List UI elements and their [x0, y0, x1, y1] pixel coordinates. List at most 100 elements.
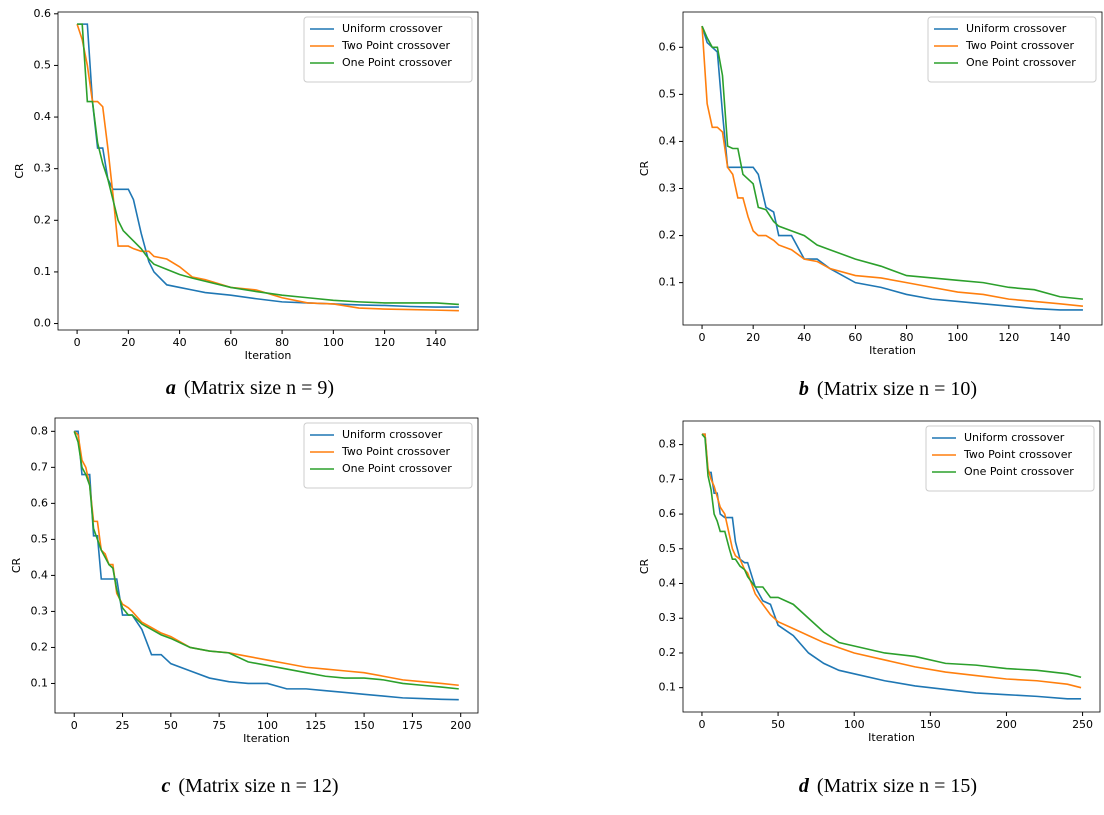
caption: c (Matrix size n = 12) — [161, 775, 338, 797]
legend-label: Uniform crossover — [342, 22, 443, 35]
x-tick-label: 100 — [257, 719, 278, 732]
y-tick-label: 0.1 — [31, 676, 49, 689]
x-tick-label: 75 — [212, 719, 226, 732]
legend-label: Uniform crossover — [966, 22, 1067, 35]
x-tick-label: 100 — [844, 718, 865, 731]
legend-label: One Point crossover — [966, 56, 1076, 69]
y-tick-label: 0.1 — [659, 681, 677, 694]
x-tick-label: 140 — [1049, 331, 1070, 344]
x-tick-label: 250 — [1072, 718, 1093, 731]
legend-label: One Point crossover — [964, 465, 1074, 478]
y-tick-label: 0.5 — [659, 87, 677, 100]
legend-box — [927, 16, 1097, 83]
caption: a (Matrix size n = 9) — [166, 377, 334, 399]
series-line — [73, 431, 459, 690]
caption-text: (Matrix size n = 15) — [817, 775, 977, 797]
x-tick-label: 100 — [947, 331, 968, 344]
y-axis-label: CR — [13, 163, 26, 179]
x-axis-label: Iteration — [245, 349, 292, 362]
plot-frame — [682, 11, 1103, 326]
y-tick-label: 0.3 — [659, 611, 677, 624]
x-tick-label: 0 — [699, 331, 706, 344]
x-axis-label: Iteration — [243, 732, 290, 745]
y-axis-label: CR — [10, 557, 23, 573]
series-line — [701, 26, 1084, 307]
legend-label: Two Point crossover — [341, 39, 450, 52]
x-tick-label: 140 — [425, 336, 446, 349]
legend-label: Two Point crossover — [341, 445, 450, 458]
x-tick-label: 60 — [224, 336, 238, 349]
x-tick-label: 150 — [354, 719, 375, 732]
x-tick-label: 0 — [74, 336, 81, 349]
caption-label: c — [161, 775, 170, 797]
x-tick-label: 80 — [900, 331, 914, 344]
x-tick-label: 125 — [305, 719, 326, 732]
caption: b (Matrix size n = 10) — [799, 378, 977, 400]
y-tick-label: 0.2 — [659, 229, 677, 242]
x-tick-label: 150 — [920, 718, 941, 731]
y-tick-label: 0.7 — [31, 460, 49, 473]
y-tick-label: 0.8 — [659, 438, 677, 451]
y-tick-label: 0.0 — [34, 317, 52, 330]
y-tick-label: 0.5 — [659, 542, 677, 555]
x-tick-label: 20 — [121, 336, 135, 349]
x-tick-label: 20 — [746, 331, 760, 344]
y-tick-label: 0.8 — [31, 424, 49, 437]
y-tick-label: 0.2 — [34, 213, 52, 226]
x-axis-label: Iteration — [868, 731, 915, 744]
x-tick-label: 120 — [998, 331, 1019, 344]
series-line — [701, 433, 1082, 689]
x-tick-label: 200 — [996, 718, 1017, 731]
series-line — [701, 433, 1082, 679]
y-tick-label: 0.3 — [31, 604, 49, 617]
y-tick-label: 0.3 — [659, 182, 677, 195]
y-tick-label: 0.6 — [659, 507, 677, 520]
y-tick-label: 0.5 — [31, 532, 49, 545]
caption-text: (Matrix size n = 9) — [184, 377, 334, 399]
legend-box — [303, 422, 473, 489]
legend-label: Uniform crossover — [964, 431, 1065, 444]
y-tick-label: 0.5 — [34, 58, 52, 71]
legend-box — [925, 425, 1095, 492]
x-tick-label: 40 — [797, 331, 811, 344]
x-tick-label: 50 — [164, 719, 178, 732]
x-tick-label: 60 — [848, 331, 862, 344]
series-line — [701, 433, 1082, 700]
y-tick-label: 0.6 — [31, 496, 49, 509]
y-tick-label: 0.6 — [34, 7, 52, 20]
y-tick-label: 0.6 — [659, 40, 677, 53]
caption-label: a — [166, 377, 176, 399]
series-line — [77, 23, 459, 308]
x-tick-label: 100 — [323, 336, 344, 349]
y-axis-label: CR — [638, 558, 651, 574]
caption-text: (Matrix size n = 12) — [178, 775, 338, 797]
y-tick-label: 0.1 — [34, 265, 52, 278]
y-axis-label: CR — [638, 160, 651, 176]
x-tick-label: 0 — [698, 718, 705, 731]
caption-label: d — [799, 775, 810, 797]
legend-label: Uniform crossover — [342, 428, 443, 441]
legend-label: One Point crossover — [342, 462, 452, 475]
y-tick-label: 0.4 — [659, 134, 677, 147]
y-tick-label: 0.3 — [34, 162, 52, 175]
legend-label: Two Point crossover — [965, 39, 1074, 52]
x-tick-label: 80 — [275, 336, 289, 349]
series-line — [701, 25, 1084, 300]
series-line — [701, 25, 1083, 311]
x-tick-label: 40 — [173, 336, 187, 349]
series-line — [76, 23, 459, 312]
legend-box — [303, 16, 473, 83]
y-tick-label: 0.4 — [31, 568, 49, 581]
caption-label: b — [799, 378, 809, 400]
x-tick-label: 25 — [116, 719, 130, 732]
legend-label: One Point crossover — [342, 56, 452, 69]
y-tick-label: 0.2 — [659, 646, 677, 659]
y-tick-label: 0.1 — [659, 276, 677, 289]
x-axis-label: Iteration — [869, 344, 916, 357]
caption: d (Matrix size n = 15) — [799, 775, 977, 797]
y-tick-label: 0.4 — [659, 577, 677, 590]
x-tick-label: 200 — [450, 719, 471, 732]
plot-frame — [682, 420, 1101, 713]
caption-text: (Matrix size n = 10) — [817, 378, 977, 400]
